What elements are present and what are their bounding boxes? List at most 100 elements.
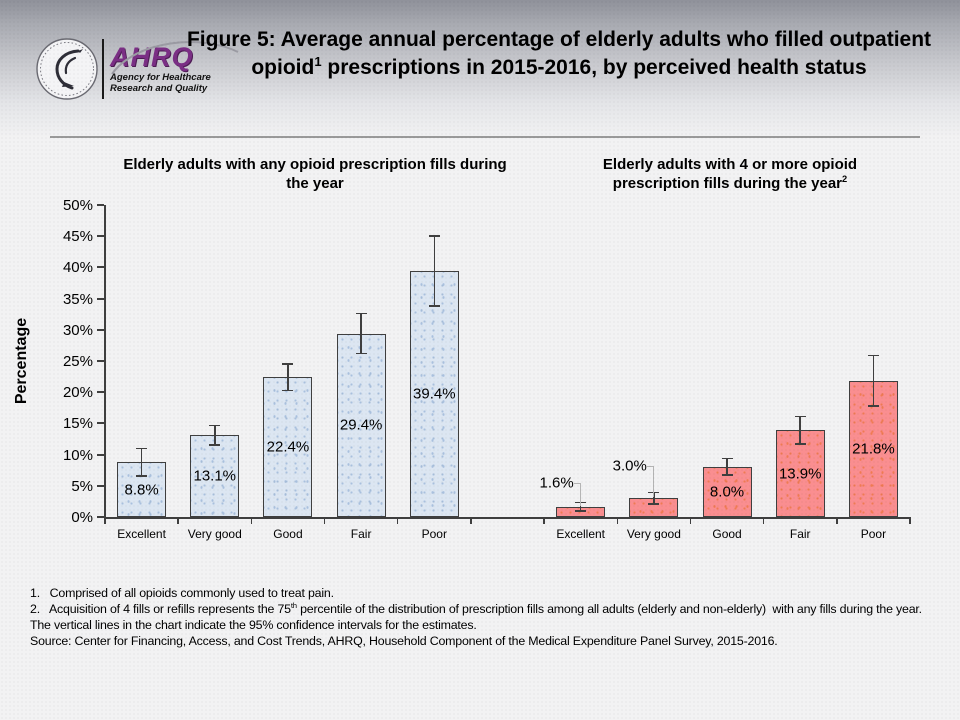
x-axis-tick: [909, 519, 911, 524]
error-bar-line: [579, 502, 582, 511]
hhs-seal-icon: [36, 38, 98, 100]
bar-very-good: [629, 498, 679, 517]
error-bar-cap-top: [794, 415, 806, 418]
error-bar-line: [214, 425, 216, 446]
bar-value-label: 29.4%: [339, 416, 383, 434]
error-bar-line: [433, 236, 436, 307]
x-axis-tick: [396, 519, 399, 524]
callout-leader-line-v: [580, 483, 582, 507]
callout-leader-line-h: [573, 482, 581, 484]
y-axis-tick-label: 25%: [62, 353, 93, 370]
bar-very-good: [190, 435, 240, 517]
bar-value-callout-label: 3.0%: [612, 457, 647, 475]
x-axis-line: [104, 517, 911, 519]
bar-value-label: 39.4%: [413, 385, 456, 403]
x-axis-tick: [762, 519, 765, 524]
x-category-label: Fair: [789, 527, 811, 541]
x-category-label: Very good: [187, 527, 242, 541]
y-axis-tick-label: 0%: [71, 509, 93, 526]
bar-fair: [336, 333, 386, 517]
ahrq-tagline-line2: Research and Quality: [110, 82, 208, 94]
footnote-line: 2. Acquisition of 4 fills or refills rep…: [30, 601, 922, 617]
x-axis-tick: [104, 519, 106, 524]
x-category-label: Poor: [860, 527, 887, 541]
y-axis-tick: [97, 235, 104, 238]
bar-value-label: 21.8%: [852, 440, 895, 458]
y-axis-tick-label: 10%: [62, 446, 93, 464]
y-axis-tick-label: 45%: [62, 228, 93, 246]
error-bar-cap-top: [355, 312, 367, 315]
footnote-line: Source: Center for Financing, Access, an…: [30, 634, 778, 649]
callout-leader-line-v: [653, 466, 655, 498]
logo-divider: [102, 39, 104, 99]
error-bar-cap-top: [428, 235, 440, 237]
chart-subtitle-right-superscript: 2: [842, 173, 848, 184]
x-category-label: Good: [273, 527, 303, 541]
footnote-line: The vertical lines in the chart indicate…: [30, 618, 477, 633]
y-axis-line: [104, 205, 106, 519]
y-axis-tick-label: 50%: [62, 197, 93, 214]
figure-title-text-cont: prescriptions in 2015-2016, by perceived…: [321, 56, 867, 80]
x-category-label: Excellent: [117, 527, 166, 541]
y-axis-tick-label: 15%: [62, 415, 93, 433]
error-bar-cap-bottom: [867, 405, 879, 407]
error-bar-cap-bottom: [209, 444, 221, 446]
x-category-label: Excellent: [556, 527, 606, 541]
figure-title-text: Figure 5: Average annual percentage of e…: [186, 28, 932, 80]
error-bar-line: [360, 313, 362, 354]
error-bar-cap-bottom: [355, 352, 367, 355]
bar-value-label: 13.9%: [778, 465, 822, 483]
x-axis-tick: [689, 519, 692, 524]
figure-title-superscript: 1: [314, 54, 322, 70]
error-bar-cap-bottom: [136, 475, 148, 477]
bar-value-label: 22.4%: [266, 438, 310, 456]
error-bar-cap-bottom: [794, 443, 806, 445]
error-bar-cap-top: [721, 457, 733, 460]
y-axis-tick: [97, 484, 104, 487]
y-axis-tick: [97, 360, 104, 362]
bar-poor: [409, 271, 459, 517]
y-axis-tick: [97, 328, 104, 331]
x-category-label: Very good: [626, 527, 681, 541]
error-bar-cap-top: [209, 424, 221, 427]
y-axis-tick-label: 35%: [62, 290, 93, 308]
y-axis-tick: [97, 391, 104, 394]
bar-good: [263, 377, 313, 517]
error-bar-cap-bottom: [648, 503, 660, 505]
figure-title: Figure 5: Average annual percentage of e…: [178, 26, 940, 83]
bar-fair: [775, 430, 825, 517]
x-axis-tick: [616, 519, 619, 524]
y-axis-tick-label: 40%: [62, 259, 93, 277]
bar-value-label: 13.1%: [193, 467, 237, 485]
x-axis-tick: [836, 519, 838, 524]
y-axis-tick: [97, 204, 104, 206]
bar-value-callout-label: 1.6%: [539, 474, 574, 492]
error-bar-line: [799, 416, 801, 444]
y-axis-title-text: Percentage: [13, 317, 31, 405]
error-bar-cap-top: [867, 354, 879, 357]
y-axis-tick: [97, 516, 104, 518]
error-bar-cap-bottom: [282, 389, 294, 392]
footnote-line: 1. Comprised of all opioids commonly use…: [30, 586, 334, 600]
header-divider-rule: [50, 136, 920, 138]
y-axis-tick-label: 5%: [71, 477, 93, 495]
y-axis-tick-label: 30%: [62, 321, 93, 339]
footnotes: 1. Comprised of all opioids commonly use…: [30, 585, 936, 650]
error-bar-line: [287, 364, 289, 391]
bar-good: [702, 467, 752, 517]
bar-chart-plot-area: 0% 5% 10% 15% 20% 25% 30% 35% 40% 45% 50% 8.8% Excel…: [63, 198, 911, 541]
bar-value-label: 8.0%: [709, 483, 745, 501]
error-bar-line: [140, 448, 143, 476]
error-bar-cap-bottom: [721, 474, 733, 476]
x-category-label: Good: [712, 527, 742, 541]
ahrq-tagline: Agency for Healthcare Research and Quali…: [110, 72, 238, 95]
chart-subtitle-right-text: Elderly adults with 4 or more opioid pre…: [602, 156, 858, 192]
y-axis-tick-label: 20%: [62, 384, 93, 402]
y-axis-title: Percentage: [8, 205, 36, 517]
bar-value-label: 8.8%: [124, 481, 159, 499]
x-axis-tick: [470, 519, 472, 524]
x-axis-tick: [323, 519, 326, 524]
x-category-label: Poor: [421, 527, 447, 541]
x-axis-tick: [177, 519, 179, 524]
